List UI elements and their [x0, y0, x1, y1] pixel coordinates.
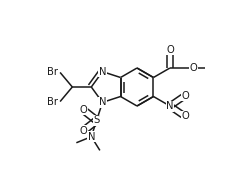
Text: N: N	[98, 67, 106, 77]
Text: O: O	[189, 63, 197, 73]
Text: N: N	[87, 132, 95, 142]
Text: N: N	[98, 97, 106, 107]
Text: O: O	[79, 126, 87, 136]
Text: Br: Br	[47, 96, 58, 107]
Text: O: O	[79, 105, 87, 115]
Text: O: O	[180, 111, 188, 122]
Text: Br: Br	[47, 67, 58, 77]
Text: O: O	[165, 45, 173, 55]
Text: O: O	[180, 91, 188, 101]
Text: S: S	[93, 115, 99, 125]
Text: N: N	[165, 101, 173, 111]
